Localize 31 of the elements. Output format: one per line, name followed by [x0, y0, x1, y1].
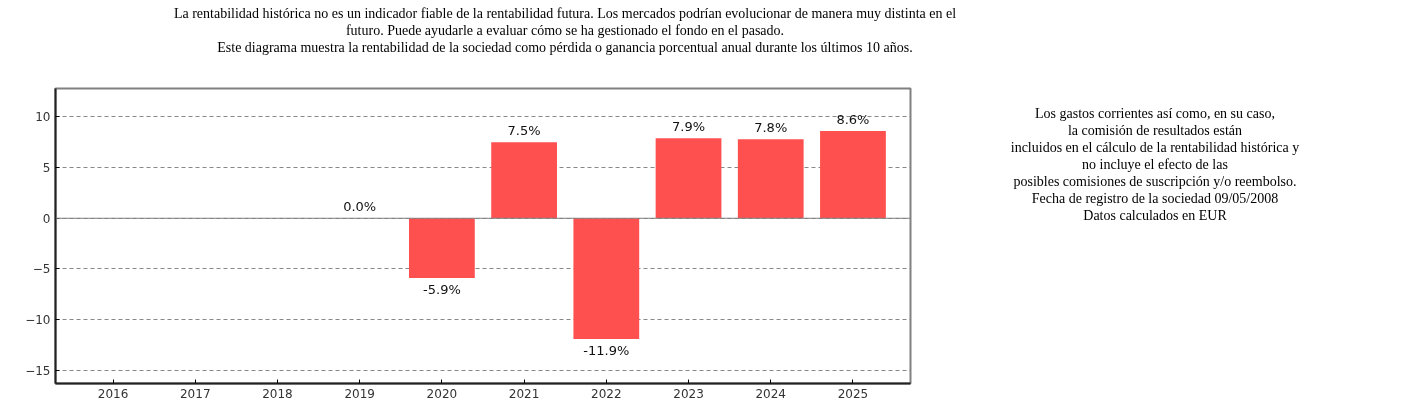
x-tick-label: 2018 [262, 386, 293, 401]
data-label: 0.0% [343, 199, 377, 215]
y-tick-label: −10 [25, 313, 51, 328]
y-tick-label: −5 [32, 262, 51, 277]
data-label: 8.6% [836, 112, 870, 128]
bar [491, 142, 557, 219]
data-label: -5.9% [423, 282, 461, 298]
data-label: 7.8% [754, 120, 788, 136]
x-tick-label: 2025 [837, 386, 869, 401]
bar [573, 218, 640, 339]
y-tick-label: 10 [35, 110, 51, 125]
bar [820, 131, 886, 219]
x-tick-label: 2017 [179, 386, 211, 401]
x-tick-label: 2020 [426, 386, 458, 401]
x-tick-label: 2023 [673, 386, 704, 401]
chart-title: La rentabilidad histórica no es un indicador fiable de la rentabilidad futura. Los mercados podrían evolucionar de manera muy distinta en el futuro. Puede ayudarle a evaluar cómo se ha gestionado el fondo en el pasado. Este diagrama muestra la rentabilidad de la sociedad como pérdida o ganancia porcentual anual durante los últimos 10 años. [172, 5, 958, 56]
bar [409, 218, 475, 279]
x-tick-label: 2016 [97, 386, 129, 401]
x-tick-label: 2022 [591, 386, 622, 401]
y-tick-label: 0 [42, 211, 51, 226]
x-tick-label: 2019 [344, 386, 375, 401]
y-tick-label: 5 [42, 161, 51, 176]
data-label: 7.9% [672, 119, 706, 135]
text: Los gastos corrientes así como, en su caso, la comisión de resultados están incluidos en el cálculo de la rentabilidad histórica y no incluye el efecto de las posibles comisiones de suscripción y/o reembolso. Fecha de registro de la sociedad 09/05/2008 Datos calculados en EUR [1009, 105, 1301, 224]
x-tick-label: 2024 [755, 386, 787, 401]
bar [655, 138, 722, 219]
data-label: -11.9% [583, 342, 630, 358]
x-tick-label: 2021 [508, 386, 540, 401]
bar [737, 139, 804, 219]
data-label: 7.5% [507, 123, 541, 139]
y-tick-label: −15 [25, 363, 51, 378]
